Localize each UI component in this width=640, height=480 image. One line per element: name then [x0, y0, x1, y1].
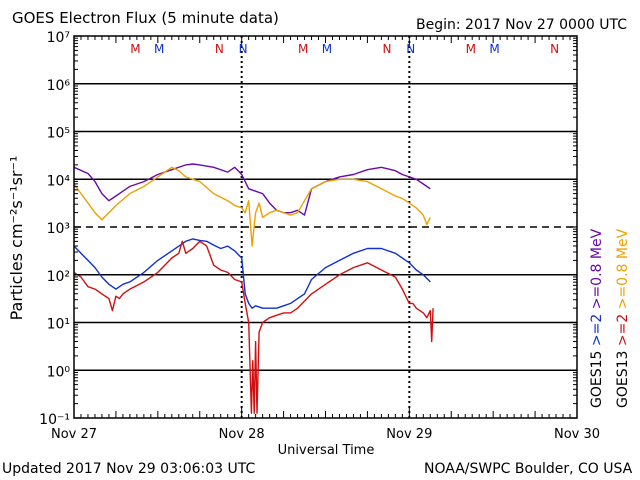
source-credit: NOAA/SWPC Boulder, CO USA [424, 461, 633, 477]
mn-marker: N [215, 42, 224, 56]
x-tick-label: Nov 28 [219, 427, 265, 442]
y-tick-label: 10⁰ [47, 364, 71, 380]
y-tick-label: 10² [47, 269, 70, 285]
begin-date: Begin: 2017 Nov 27 0000 UTC [416, 17, 627, 33]
legend-entry: GOES13 >=2 >=0.8 MeV [615, 228, 631, 408]
x-tick-label: Nov 27 [51, 427, 97, 442]
mn-marker: N [406, 42, 415, 56]
series-line [73, 240, 434, 414]
y-tick-label: 10⁻¹ [39, 412, 70, 428]
legend-item: >=0.8 MeV [615, 228, 631, 313]
updated-timestamp: Updated 2017 Nov 29 03:06:03 UTC [2, 461, 256, 477]
series-line [73, 163, 431, 216]
mn-marker: N [550, 42, 559, 56]
mn-marker: M [466, 42, 476, 56]
y-tick-label: 10⁷ [47, 30, 70, 46]
legend-item: GOES13 [615, 351, 631, 408]
x-tick-label: Nov 30 [554, 427, 600, 442]
mn-marker: M [322, 42, 332, 56]
legend-item: >=2 [589, 314, 605, 351]
series-line [73, 238, 431, 309]
mn-marker: M [489, 42, 499, 56]
mn-marker: N [239, 42, 248, 56]
mn-marker: M [154, 42, 164, 56]
x-axis-label: Universal Time [278, 443, 375, 458]
y-tick-label: 10⁶ [47, 78, 71, 94]
y-tick-label: 10⁵ [47, 126, 70, 142]
y-tick-label: 10¹ [47, 317, 70, 333]
x-tick-label: Nov 29 [386, 427, 432, 442]
legend-entry: GOES15 >=2 >=0.8 MeV [589, 228, 605, 408]
y-axis-label: Particles cm⁻²s⁻¹sr⁻¹ [7, 156, 26, 321]
legend-item: >=0.8 MeV [589, 228, 605, 313]
mn-marker: M [298, 42, 308, 56]
y-tick-label: 10³ [47, 221, 70, 237]
chart-title: GOES Electron Flux (5 minute data) [12, 9, 279, 27]
mn-marker: M [130, 42, 140, 56]
series-line [73, 166, 431, 247]
y-tick-label: 10⁴ [47, 173, 71, 189]
legend-item: GOES15 [589, 351, 605, 408]
legend-item: >=2 [615, 314, 631, 351]
mn-marker: N [382, 42, 391, 56]
